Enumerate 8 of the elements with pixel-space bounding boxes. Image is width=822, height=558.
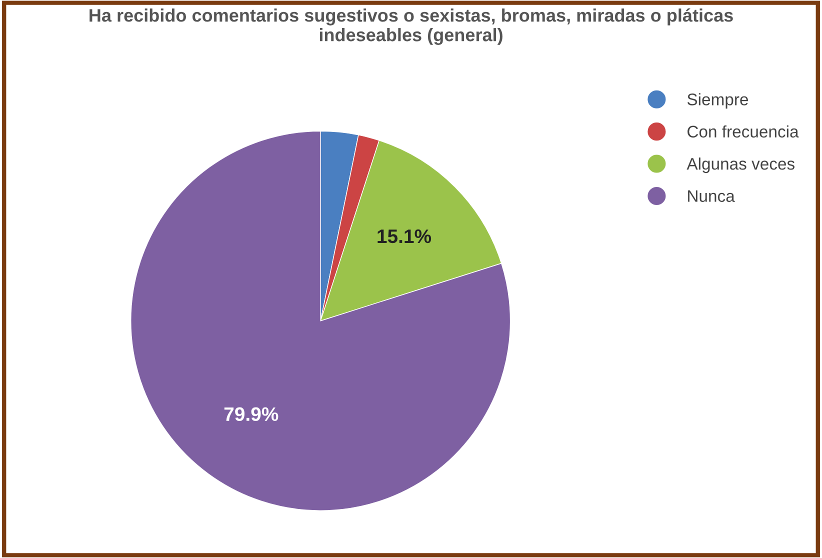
legend-label: Nunca — [688, 190, 735, 202]
legend-label: Con frecuencia — [688, 125, 799, 138]
pie-slice — [130, 130, 511, 511]
legend-label: Siempre — [687, 93, 748, 109]
data-label: 79.9% — [224, 407, 278, 422]
data-label: 15.1% — [378, 229, 432, 244]
chart-title: Ha recibido comentarios sugestivos o sexistas, bromas, miradas o pláticas indeseables (general) — [90, 8, 733, 45]
legend-label: Algunas veces — [686, 158, 794, 174]
